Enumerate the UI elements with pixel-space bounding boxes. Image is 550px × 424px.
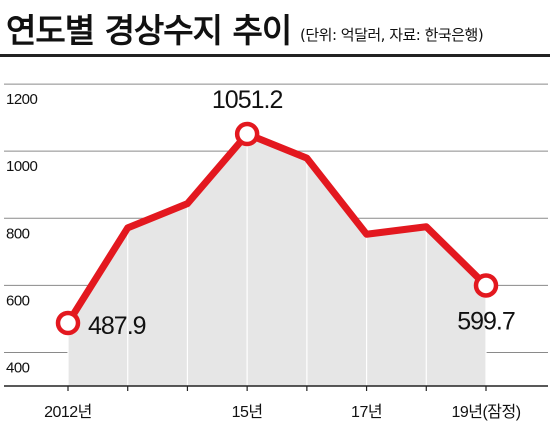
data-label-2015: 1051.2 — [212, 86, 283, 114]
data-point-2014 — [186, 202, 189, 205]
y-tick-label-600: 600 — [6, 292, 30, 309]
chart-subtitle: (단위: 억달러, 자료: 한국은행) — [300, 26, 484, 44]
x-tick-label-2019: 19년(잠정) — [451, 403, 520, 421]
series-line — [64, 130, 490, 327]
title-divider — [0, 54, 550, 57]
x-tick-label-2012: 2012년 — [44, 403, 92, 421]
data-point-marker-2012 — [55, 310, 81, 336]
y-tick-label-800: 800 — [6, 225, 30, 242]
x-tick-label-2017: 17년 — [351, 403, 382, 421]
data-point-marker-2019 — [473, 273, 499, 298]
y-tick-label-1000: 1000 — [6, 158, 38, 175]
data-label-2019: 599.7 — [457, 307, 515, 335]
series-area — [68, 133, 486, 386]
data-point-2013 — [126, 226, 129, 229]
chart-title: 연도별 경상수지 추이 — [6, 11, 292, 50]
y-tick-label-1200: 1200 — [6, 91, 38, 108]
data-point-2016 — [305, 157, 308, 160]
y-tick-label-400: 400 — [6, 359, 30, 376]
data-point-marker-2015 — [234, 121, 260, 147]
x-tick-label-2015: 15년 — [232, 403, 263, 421]
data-point-2017 — [365, 233, 368, 236]
data-label-2012: 487.9 — [88, 312, 146, 340]
data-point-2018 — [425, 225, 428, 228]
chart-header: 연도별 경상수지 추이 (단위: 억달러, 자료: 한국은행) — [0, 0, 550, 57]
